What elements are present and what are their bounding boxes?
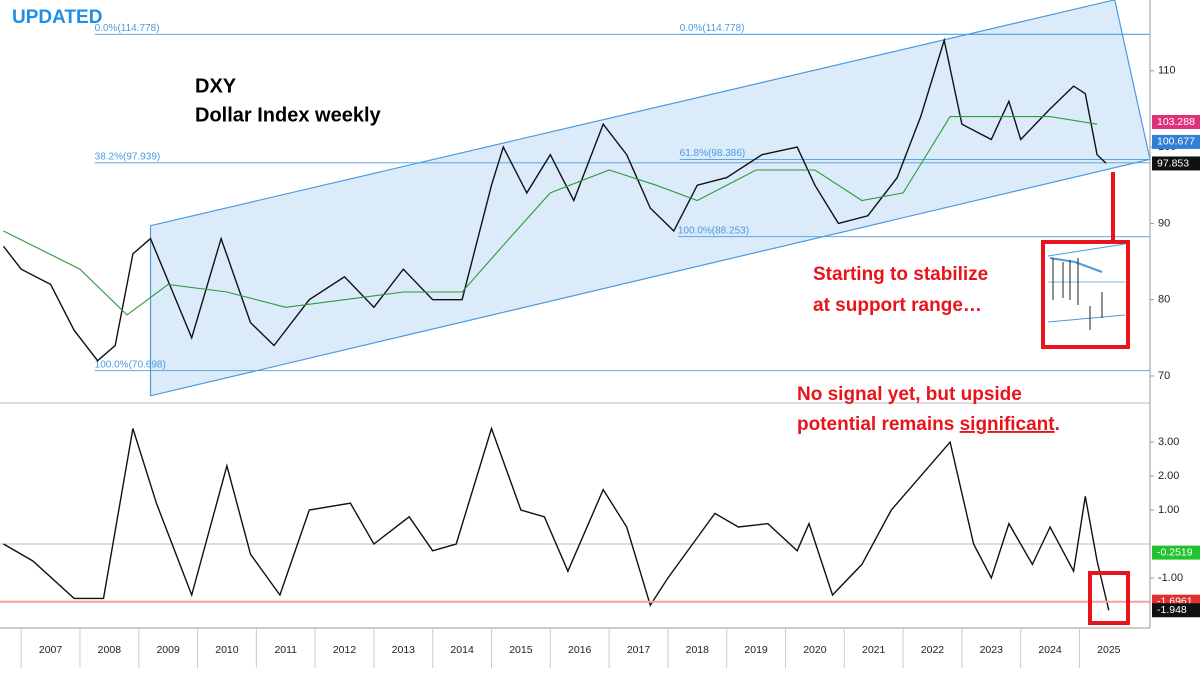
x-tick-label: 2025 — [1097, 644, 1121, 656]
annotation: Starting to stabilize — [813, 264, 988, 285]
x-tick-label: 2015 — [509, 644, 533, 656]
y-tick-label: 90 — [1158, 217, 1170, 229]
annotation-emphasis: significant — [960, 414, 1056, 435]
annotation: No signal yet, but upside — [797, 384, 1022, 405]
annotation-part: potential remains — [797, 414, 960, 435]
y-tick-label: 3.00 — [1158, 436, 1179, 448]
banner: UPDATED — [12, 7, 102, 28]
price-tag-label: 97.853 — [1157, 157, 1189, 169]
price-tag-label: 100.677 — [1157, 136, 1195, 148]
x-tick-label: 2018 — [686, 644, 710, 656]
y-tick-label: -1.00 — [1158, 572, 1183, 584]
y-tick-label: 80 — [1158, 294, 1170, 306]
x-tick-label: 2016 — [568, 644, 592, 656]
x-tick-label: 2022 — [921, 644, 945, 656]
x-tick-label: 2013 — [392, 644, 416, 656]
x-tick-label: 2023 — [980, 644, 1004, 656]
annotation: at support range… — [813, 295, 982, 316]
x-tick-label: 2007 — [39, 644, 63, 656]
annotation: potential remains significant. — [797, 414, 1060, 435]
x-tick-label: 2008 — [98, 644, 122, 656]
y-tick-label: 70 — [1158, 370, 1170, 382]
x-tick-label: 2024 — [1038, 644, 1062, 656]
price-tag-label: 103.288 — [1157, 116, 1195, 128]
x-tick-label: 2014 — [450, 644, 474, 656]
chart-subtitle: Dollar Index weekly — [195, 104, 382, 126]
price-tag-label: -1.948 — [1157, 604, 1187, 616]
y-tick-label: 2.00 — [1158, 470, 1179, 482]
inset-box — [1043, 242, 1128, 347]
inset — [1043, 242, 1128, 347]
fib-label: 0.0%(114.778) — [95, 23, 160, 34]
fib-label: 61.8%(98.386) — [680, 148, 746, 159]
x-tick-label: 2010 — [215, 644, 239, 656]
fib-label: 100.0%(88.253) — [678, 225, 749, 236]
x-tick-label: 2021 — [862, 644, 886, 656]
x-tick-label: 2019 — [744, 644, 768, 656]
fib-label: 100.0%(70.698) — [95, 359, 166, 370]
fib-label: 0.0%(114.778) — [680, 23, 745, 34]
chart-title: DXY — [195, 75, 237, 97]
price-tag-label: -0.2519 — [1157, 546, 1193, 558]
x-tick-label: 2020 — [803, 644, 827, 656]
x-tick-label: 2009 — [156, 644, 180, 656]
y-tick-label: 110 — [1158, 65, 1176, 77]
annotation-part: . — [1055, 414, 1060, 435]
x-tick-label: 2011 — [274, 644, 297, 656]
x-tick-label: 2017 — [627, 644, 651, 656]
fib-label: 38.2%(97.939) — [95, 151, 161, 162]
y-tick-label: 1.00 — [1158, 504, 1179, 516]
x-tick-label: 2012 — [333, 644, 357, 656]
